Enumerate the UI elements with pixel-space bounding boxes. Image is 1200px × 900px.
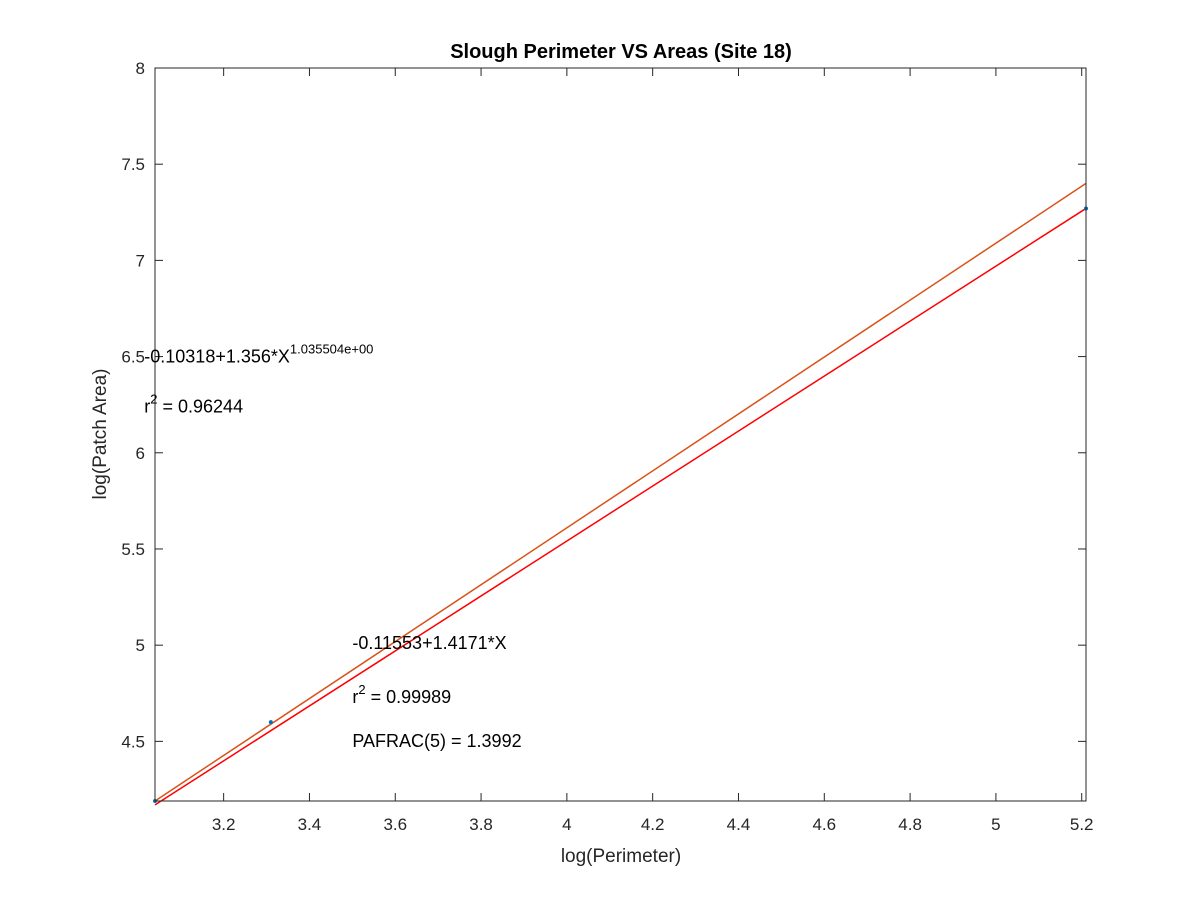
pafrac-value: PAFRAC(5) = 1.3992 [352, 731, 521, 751]
x-tick-label: 5.2 [1070, 815, 1094, 834]
y-tick-label: 7 [136, 251, 145, 270]
y-tick-label: 8 [136, 59, 145, 78]
y-tick-label: 6.5 [121, 348, 145, 367]
y-tick-label: 4.5 [121, 732, 145, 751]
power-fit-equation: -0.10318+1.356*X1.035504e+00 [144, 341, 373, 366]
fit-line-2 [154, 207, 1087, 806]
x-tick-label: 4.6 [812, 815, 836, 834]
linear-fit-equation: -0.11553+1.4171*X [352, 633, 506, 653]
x-tick-label: 4.8 [898, 815, 922, 834]
tick-layer: 3.2 3.4 3.6 3.8 4 4.2 4.4 4.6 4.8 5 5.2 4.5 5 5.5 6 6.5… [121, 59, 1093, 834]
x-tick-label: 4.4 [727, 815, 751, 834]
x-tick-label: 4 [562, 815, 571, 834]
annotation-layer: -0.10318+1.356*X1.035504e+00 r2 = 0.96244… [144, 341, 521, 751]
axes-box [154, 67, 1087, 802]
chart-title: Slough Perimeter VS Areas (Site 18) [450, 41, 792, 63]
y-tick-label: 6 [136, 444, 145, 463]
x-tick-label: 3.2 [212, 815, 236, 834]
plot-area [155, 68, 1086, 801]
y-axis-label: log(Patch Area) [90, 369, 111, 500]
y-tick-label: 7.5 [121, 155, 145, 174]
fit-line-1 [154, 182, 1087, 802]
x-tick-label: 4.2 [641, 815, 665, 834]
data-point [268, 720, 273, 725]
x-tick-label: 5 [991, 815, 1000, 834]
linear-fit-r-squared: r2 = 0.99989 [352, 682, 451, 707]
x-tick-label: 3.4 [298, 815, 322, 834]
power-fit-r-squared: r2 = 0.96244 [144, 391, 243, 416]
axes-layer [154, 67, 1087, 802]
x-axis-label: log(Perimeter) [561, 846, 681, 867]
x-tick-label: 3.8 [469, 815, 493, 834]
y-tick-label: 5 [136, 636, 145, 655]
x-tick-label: 3.6 [383, 815, 407, 834]
y-tick-label: 5.5 [121, 540, 145, 559]
